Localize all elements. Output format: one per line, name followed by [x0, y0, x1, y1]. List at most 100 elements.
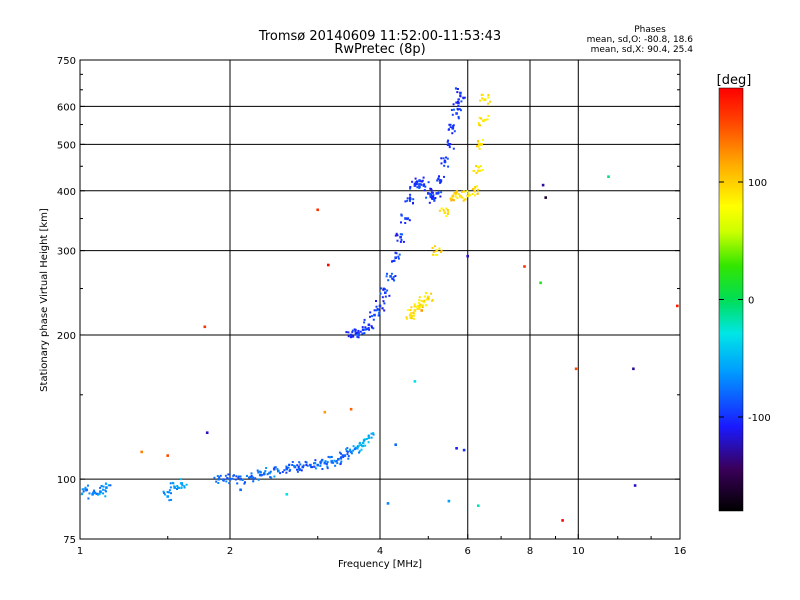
data-point — [291, 464, 294, 466]
data-point — [319, 462, 322, 465]
data-point — [395, 232, 398, 235]
data-point — [440, 249, 443, 252]
data-point — [478, 147, 481, 150]
data-point — [477, 169, 480, 173]
data-point — [349, 333, 353, 337]
data-point — [487, 96, 489, 99]
data-point — [453, 130, 456, 133]
data-point — [306, 464, 309, 467]
data-point — [277, 470, 280, 473]
x-tick-label: 10 — [572, 546, 585, 557]
colorbar-label: [deg] — [717, 73, 752, 88]
data-point — [449, 123, 452, 126]
data-point — [354, 330, 357, 333]
data-point — [447, 139, 450, 142]
y-tick-label: 200 — [57, 331, 76, 342]
data-point — [357, 336, 360, 339]
data-point — [257, 471, 260, 474]
data-point — [217, 482, 220, 484]
data-point — [180, 487, 183, 489]
data-point — [411, 180, 414, 183]
data-point — [358, 450, 361, 453]
data-point — [321, 468, 324, 470]
data-point — [347, 455, 350, 458]
data-point — [377, 314, 380, 317]
data-point — [109, 484, 112, 487]
data-point — [431, 299, 434, 302]
data-point — [424, 292, 427, 294]
data-point — [248, 476, 250, 479]
data-point — [451, 198, 454, 201]
data-point — [397, 255, 400, 258]
data-point — [260, 473, 263, 476]
data-point — [436, 179, 439, 182]
y-tick-label: 400 — [57, 187, 76, 198]
data-point — [269, 476, 272, 479]
x-tick-label: 1 — [77, 546, 83, 557]
data-point — [314, 462, 317, 465]
data-point — [180, 478, 183, 481]
data-point — [413, 184, 417, 187]
data-point — [455, 101, 458, 104]
data-point — [439, 195, 442, 198]
data-point — [168, 489, 171, 492]
data-point — [394, 256, 397, 259]
data-point — [183, 485, 186, 488]
data-point — [358, 333, 361, 335]
data-point — [607, 175, 610, 178]
data-point — [408, 219, 411, 222]
data-point — [478, 116, 481, 119]
data-point — [422, 304, 425, 307]
data-point — [455, 190, 458, 193]
data-point — [409, 186, 412, 188]
data-point — [381, 307, 384, 310]
data-point — [237, 476, 240, 479]
data-point — [293, 464, 296, 467]
data-point — [380, 287, 383, 290]
data-point — [168, 499, 171, 502]
data-point — [418, 307, 421, 310]
data-point — [409, 199, 411, 202]
data-point — [336, 462, 339, 465]
data-point — [400, 221, 402, 224]
y-tick-label: 100 — [57, 475, 76, 486]
data-point — [477, 145, 480, 148]
data-point — [438, 209, 441, 212]
data-point — [259, 471, 262, 474]
data-point — [426, 298, 428, 301]
data-point — [104, 489, 107, 492]
data-point — [93, 489, 96, 492]
data-point — [418, 299, 421, 302]
data-point — [561, 519, 564, 522]
data-point — [257, 478, 260, 481]
data-point — [462, 199, 465, 202]
data-point — [443, 159, 446, 162]
data-point — [166, 491, 169, 494]
data-point — [440, 207, 443, 210]
data-point — [268, 471, 271, 475]
data-point — [412, 198, 415, 201]
data-point — [244, 481, 246, 484]
data-point — [323, 461, 326, 464]
data-point — [422, 301, 425, 304]
data-point — [352, 445, 355, 448]
data-point — [431, 197, 433, 200]
data-point — [332, 461, 335, 464]
data-point — [236, 482, 239, 485]
data-point — [440, 162, 443, 165]
data-point — [383, 309, 386, 312]
data-point — [288, 463, 291, 466]
data-point — [325, 463, 328, 466]
data-point — [384, 288, 386, 291]
data-point — [389, 275, 392, 278]
data-point — [415, 183, 417, 186]
data-point — [349, 450, 353, 454]
data-point — [320, 459, 323, 462]
data-point — [456, 88, 459, 90]
data-point — [224, 474, 227, 477]
y-tick-label: 75 — [63, 535, 76, 546]
data-point — [473, 190, 476, 193]
data-point — [217, 477, 221, 481]
data-point — [316, 463, 319, 467]
data-point — [425, 196, 428, 199]
